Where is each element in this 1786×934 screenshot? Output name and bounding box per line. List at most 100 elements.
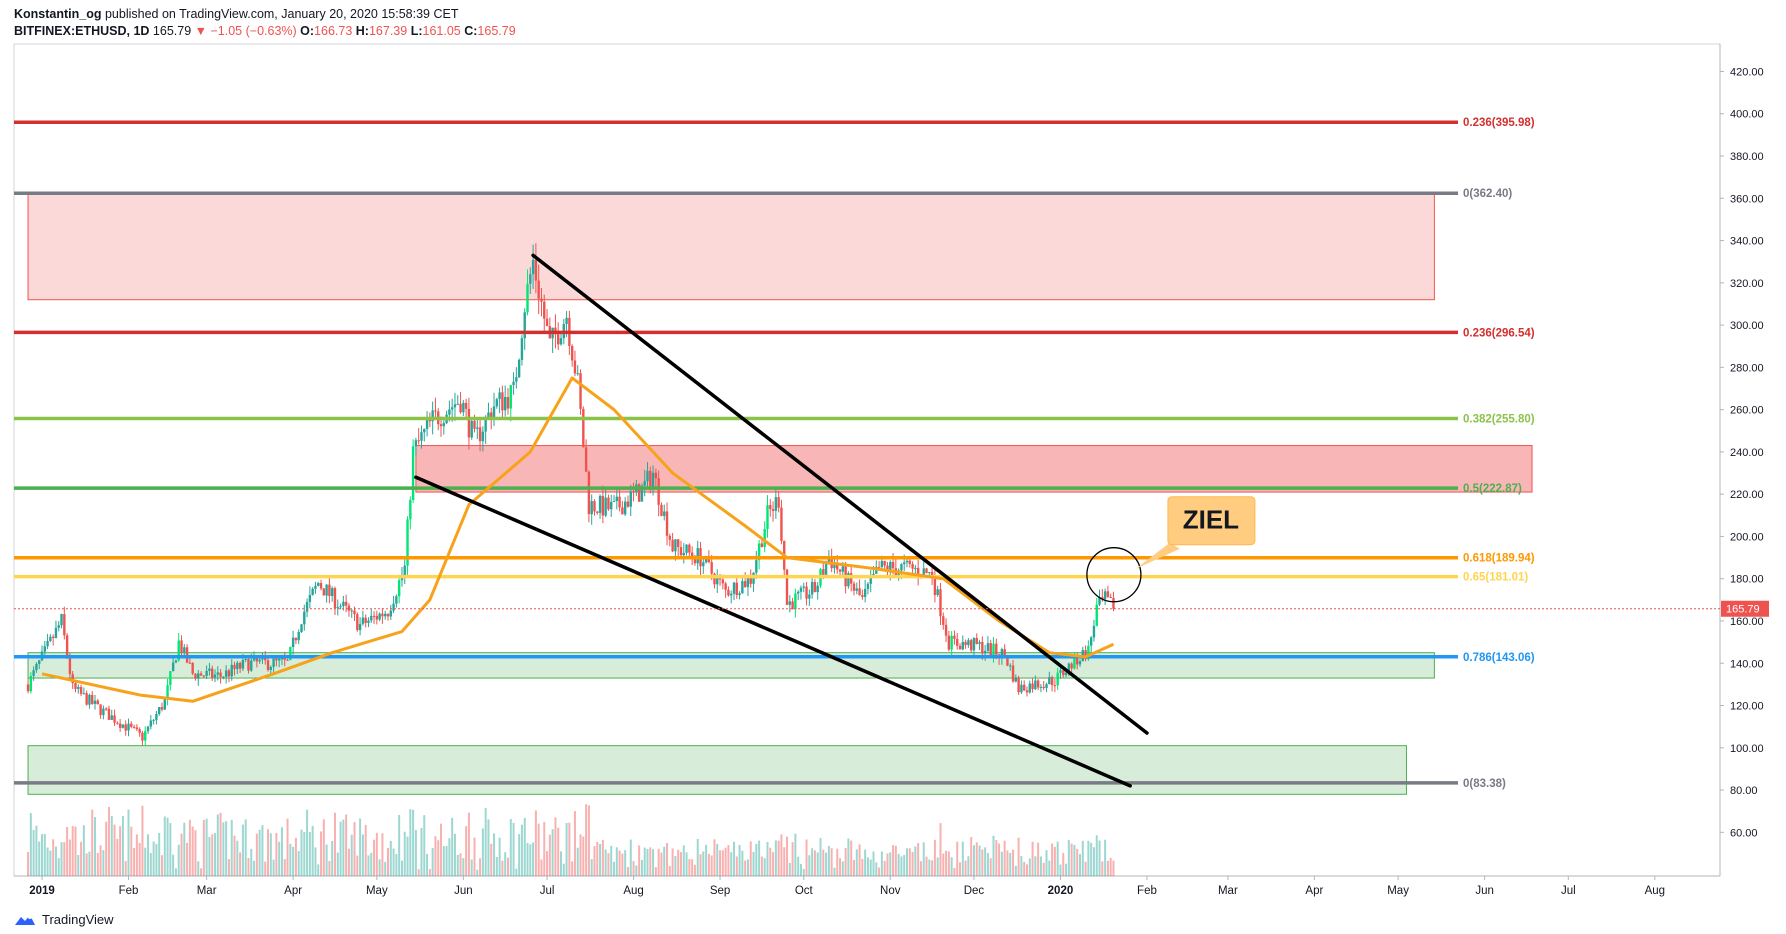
volume-bar (942, 853, 945, 876)
candle-body (425, 420, 429, 430)
volume-bar (294, 837, 297, 876)
candle-body (490, 412, 493, 420)
volume-bar (188, 819, 191, 876)
volume-bar (484, 808, 487, 876)
candle-body (311, 588, 314, 595)
candle-body (925, 568, 928, 573)
candle-body (1089, 637, 1093, 646)
volume-bar (94, 817, 97, 876)
volume-bar (618, 850, 621, 876)
volume-bar (922, 842, 925, 876)
volume-bar (777, 840, 780, 876)
volume-bar (102, 850, 105, 876)
candle-body (769, 505, 772, 510)
footer-brand[interactable]: TradingView (42, 912, 114, 927)
candle-body (824, 563, 828, 575)
volume-bar (63, 842, 66, 876)
volume-bar (699, 854, 702, 876)
candle-body (914, 567, 917, 569)
candle-body (96, 700, 100, 705)
volume-bar (989, 858, 992, 876)
candle-body (146, 726, 150, 732)
candle-body (35, 663, 38, 671)
candle-body (85, 693, 88, 705)
candle-body (788, 601, 792, 605)
candle-body (579, 373, 582, 409)
candle-body (462, 402, 465, 413)
candle-body (808, 594, 811, 599)
volume-bar (685, 852, 688, 876)
candle-body (138, 729, 141, 733)
y-tick-label: 160.00 (1730, 616, 1764, 628)
candle-body (777, 497, 780, 508)
candle-body (503, 396, 507, 411)
volume-bar (571, 861, 574, 876)
volume-bar (933, 839, 936, 876)
candle-body (303, 611, 306, 625)
volume-bar (839, 858, 842, 876)
volume-bar (269, 833, 272, 876)
volume-bar (660, 852, 663, 876)
candle-body (300, 624, 303, 633)
volume-bar (755, 843, 758, 876)
volume-bar (241, 824, 244, 876)
volume-bar (808, 855, 811, 876)
volume-bar (758, 840, 761, 876)
candle-body (582, 408, 585, 448)
volume-bar (738, 844, 741, 876)
volume-bar (1034, 856, 1037, 876)
candle-body (889, 562, 892, 572)
moving-average-line (41, 376, 1115, 703)
candle-body (476, 427, 479, 429)
candle-body (317, 583, 320, 586)
volume-bar (774, 840, 777, 876)
volume-bar (41, 834, 43, 876)
candle-body (238, 662, 242, 669)
candle-body (983, 650, 987, 654)
volume-bar (359, 818, 362, 876)
volume-bar (972, 845, 975, 876)
chart-header: Konstantin_og published on TradingView.c… (14, 6, 516, 40)
candle-body (649, 470, 652, 488)
volume-bar (1028, 858, 1031, 876)
volume-bar (219, 812, 222, 876)
candle-body (110, 715, 113, 720)
candle-body (60, 614, 63, 626)
candle-body (607, 497, 610, 510)
volume-bar (607, 853, 610, 876)
candle-body (944, 624, 948, 636)
candle-body (785, 569, 789, 605)
candle-body (861, 595, 864, 597)
candle-body (674, 539, 677, 552)
candle-body (730, 593, 733, 596)
candle-body (428, 420, 432, 422)
volume-bar (275, 832, 278, 876)
volume-bar (32, 830, 35, 876)
trendline (531, 253, 1149, 735)
volume-bar (144, 847, 147, 876)
volume-bar (445, 846, 448, 876)
candle-body (1087, 645, 1090, 660)
volume-bar (437, 840, 440, 876)
volume-bar (465, 826, 468, 876)
volume-bar (347, 848, 350, 876)
volume-bar (610, 845, 613, 876)
symbol-label[interactable]: BITFINEX:ETHUSD, 1D (14, 24, 150, 38)
candle-body (51, 636, 55, 638)
candle-body (54, 627, 58, 638)
candle-body (130, 723, 133, 727)
candle-body (1103, 591, 1107, 600)
author-name[interactable]: Konstantin_og (14, 7, 102, 21)
volume-bar (68, 839, 71, 876)
candle-body (995, 643, 998, 655)
volume-bar (830, 848, 833, 876)
candle-body (1084, 650, 1087, 660)
volume-bar (1006, 850, 1009, 876)
volume-bar (456, 854, 459, 876)
candle-body (166, 685, 169, 700)
candle-body (986, 643, 990, 651)
volume-bar (194, 830, 197, 876)
candle-body (805, 586, 808, 599)
candle-body (484, 417, 487, 432)
